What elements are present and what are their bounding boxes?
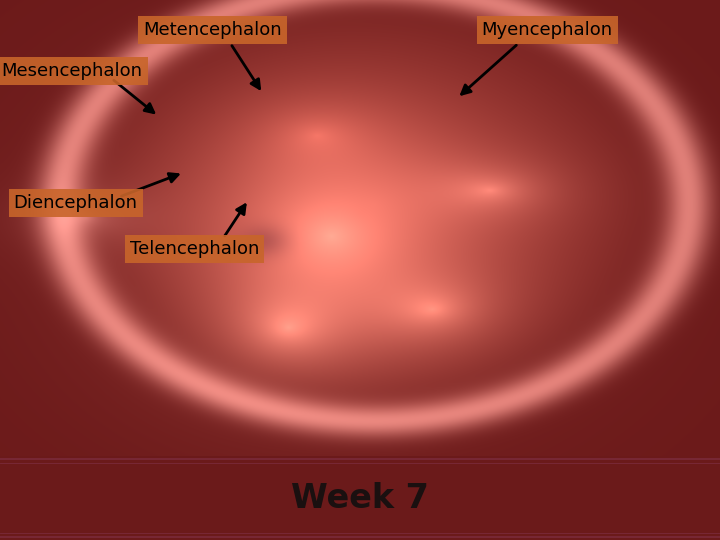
Text: Telencephalon: Telencephalon <box>130 240 259 258</box>
Text: Mesencephalon: Mesencephalon <box>1 62 143 80</box>
Text: Week 7: Week 7 <box>291 482 429 515</box>
Text: Myencephalon: Myencephalon <box>482 21 613 39</box>
Text: Metencephalon: Metencephalon <box>143 21 282 39</box>
Text: Diencephalon: Diencephalon <box>14 194 138 212</box>
